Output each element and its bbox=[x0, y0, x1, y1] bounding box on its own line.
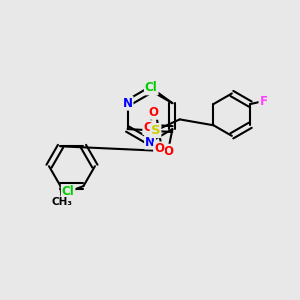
Text: O: O bbox=[163, 145, 173, 158]
Text: N: N bbox=[145, 136, 155, 148]
Text: Cl: Cl bbox=[145, 81, 158, 94]
Text: Cl: Cl bbox=[62, 185, 74, 199]
Text: CH₃: CH₃ bbox=[52, 197, 73, 207]
Text: O: O bbox=[143, 121, 153, 134]
Text: F: F bbox=[260, 94, 268, 108]
Text: O: O bbox=[154, 142, 164, 155]
Text: N: N bbox=[123, 97, 133, 110]
Text: S: S bbox=[151, 124, 160, 137]
Text: O: O bbox=[148, 106, 158, 119]
